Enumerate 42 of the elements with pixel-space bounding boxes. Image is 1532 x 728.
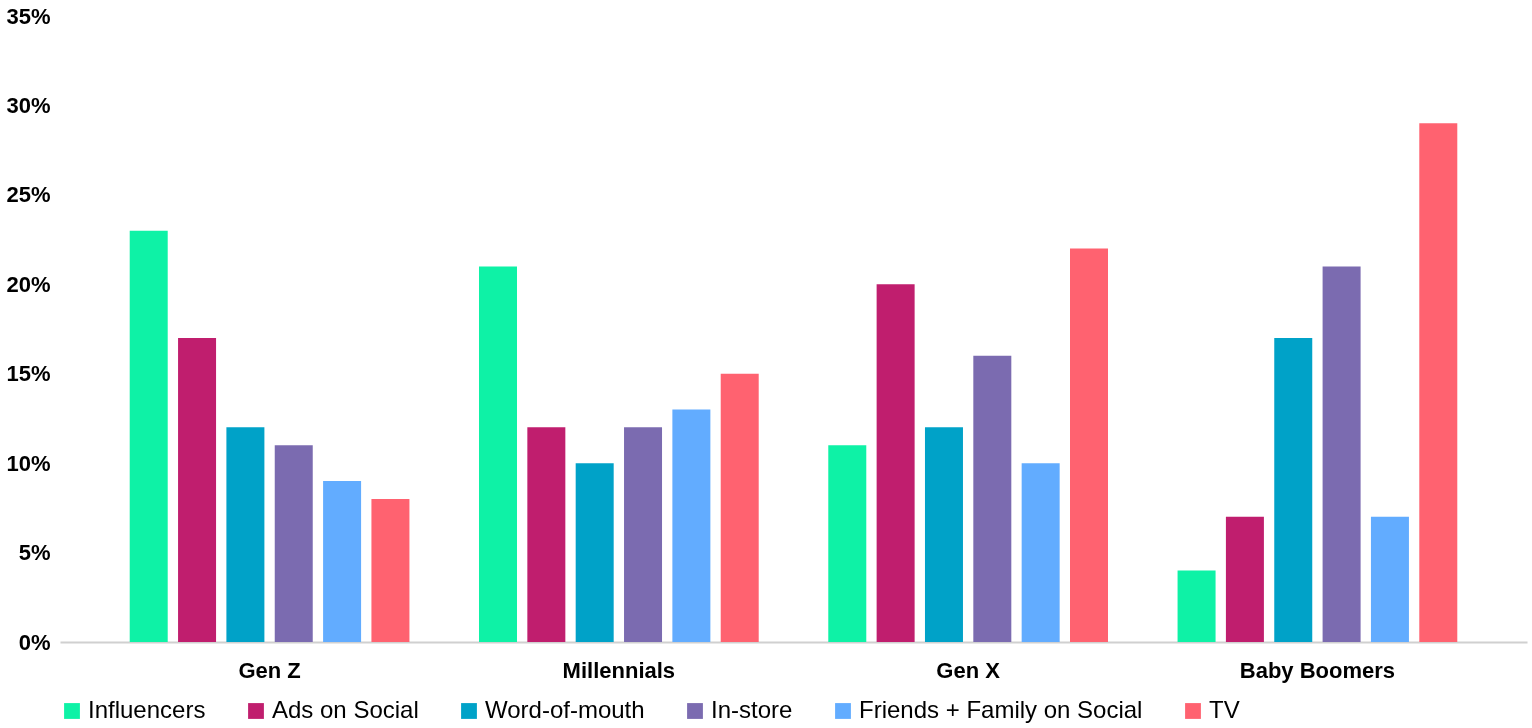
bar (371, 498, 410, 642)
y-tick-label: 20% (6, 271, 51, 297)
bar (1419, 123, 1458, 642)
bar (1225, 516, 1264, 642)
bar (1070, 248, 1108, 642)
bar (527, 427, 566, 642)
bar (178, 337, 217, 642)
y-tick-label: 30% (6, 92, 51, 118)
bar (828, 445, 867, 642)
legend-label: In-store (711, 696, 793, 723)
bar (624, 427, 663, 642)
bar (924, 427, 963, 642)
y-tick-label: 0% (18, 629, 51, 655)
bar (876, 284, 915, 642)
y-tick-label: 25% (6, 182, 51, 208)
legend-label: Word-of-mouth (485, 696, 645, 723)
bar (1274, 337, 1313, 642)
y-tick-label: 5% (18, 540, 51, 566)
bar (973, 355, 1012, 642)
bar (274, 445, 313, 642)
y-tick-label: 10% (6, 450, 51, 476)
y-tick-label: 15% (6, 361, 51, 387)
bar (479, 266, 517, 642)
bar (575, 463, 614, 642)
bar (323, 481, 362, 642)
x-tick-label: Gen Z (238, 657, 301, 683)
bar (1177, 570, 1216, 642)
y-tick-label: 35% (6, 3, 51, 29)
bar (672, 409, 711, 642)
bar (720, 373, 759, 642)
x-tick-label: Gen X (936, 657, 1001, 683)
legend-label: Influencers (88, 696, 206, 723)
x-tick-label: Millennials (562, 657, 676, 683)
x-tick-label: Baby Boomers (1239, 657, 1396, 683)
legend-label: Ads on Social (272, 696, 419, 723)
legend-label: TV (1209, 696, 1240, 723)
bar (1021, 463, 1060, 642)
bar (226, 427, 265, 642)
bar (1370, 516, 1409, 642)
bar (1322, 266, 1361, 642)
legend-label: Friends + Family on Social (859, 696, 1143, 723)
bar (129, 230, 168, 642)
